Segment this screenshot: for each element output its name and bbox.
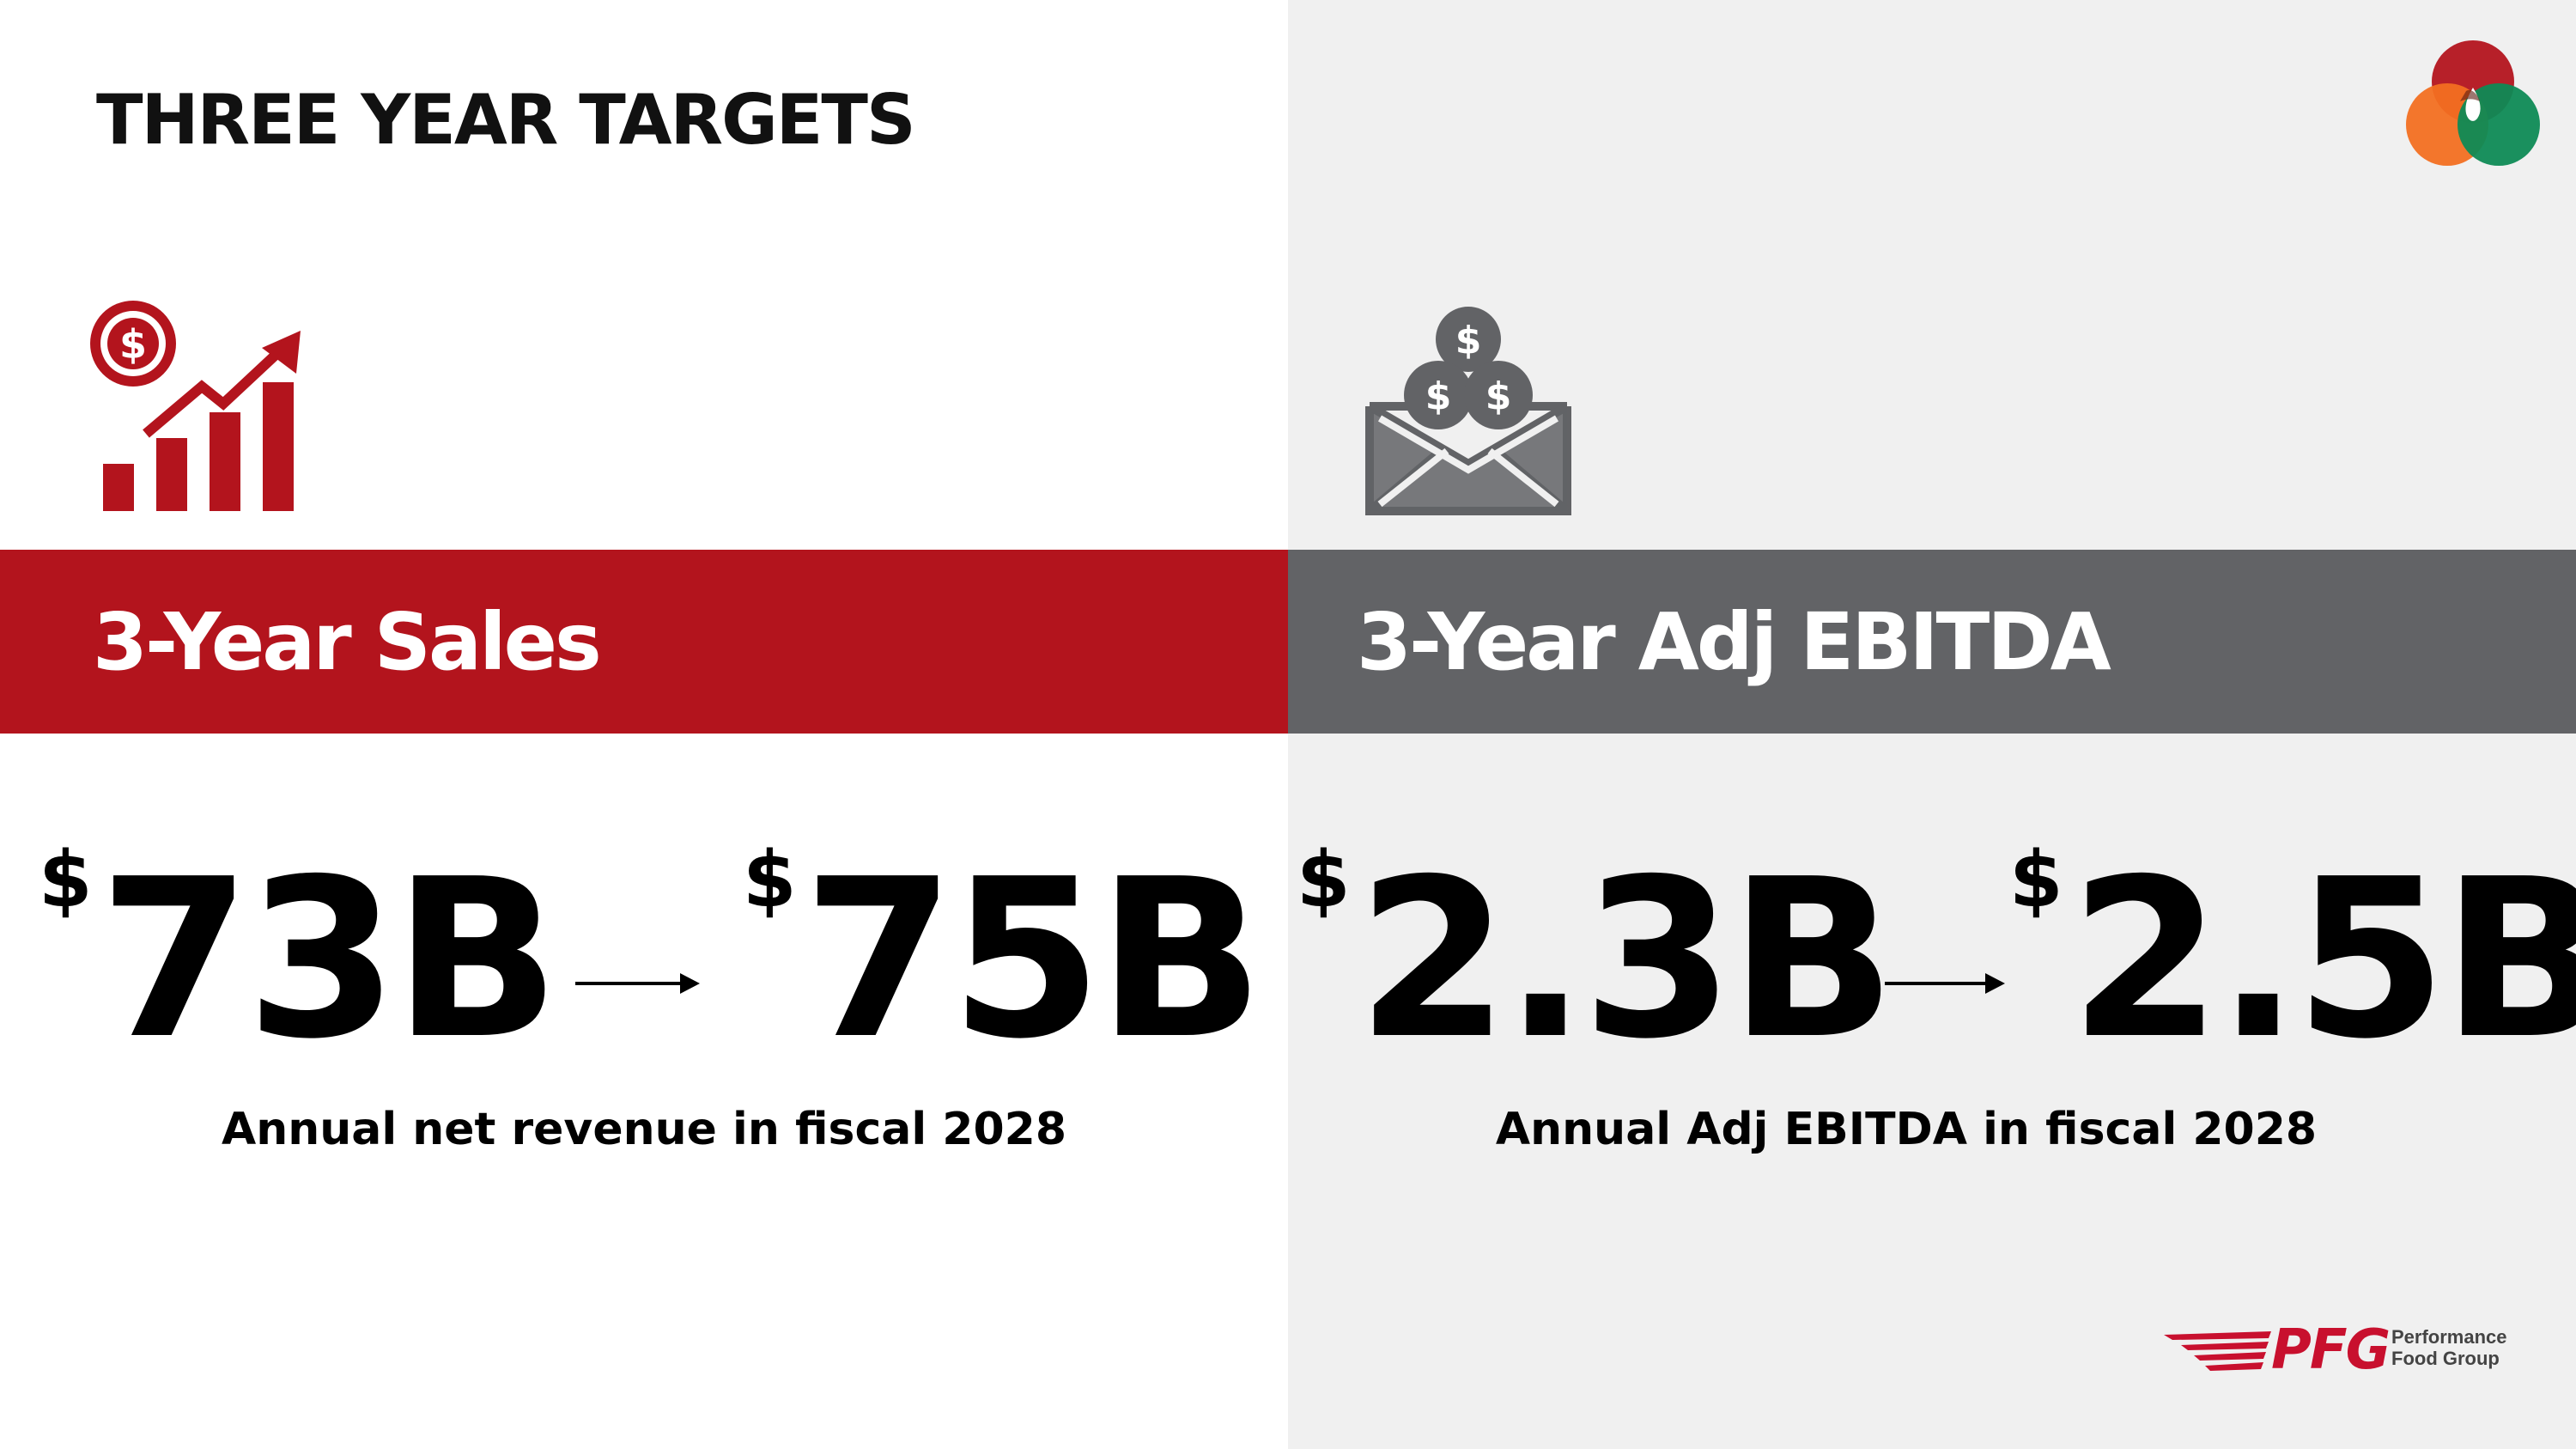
ebitda-band-label: 3-Year Adj EBITDA [1357,595,2111,688]
sales-caption: Annual net revenue in fiscal 2028 [221,1104,1067,1155]
svg-text:$: $ [1425,374,1452,418]
revenue-growth-chart-icon: $ [86,296,301,511]
value-number: 2.3B [1357,832,1896,1087]
ebitda-band: 3-Year Adj EBITDA [1288,550,2576,734]
tricolor-circles-logo [2406,40,2540,166]
currency-symbol: $ [743,835,797,925]
currency-symbol: $ [1297,835,1351,925]
pfg-line-1: Performance [2391,1326,2507,1348]
pfg-line-2: Food Group [2391,1348,2500,1370]
svg-text:$: $ [1455,319,1482,362]
sales-band: 3-Year Sales [0,550,1288,734]
value-number: 2.5B [2069,832,2576,1087]
pfg-wordmark: PFG [2271,1318,2391,1382]
ebitda-to-value: $ 2.5B [2009,835,2576,1074]
money-envelope-icon: $ $ $ [1365,307,1571,515]
arrow-right-icon [1885,973,2005,994]
pfg-company-name: Performance Food Group [2391,1326,2507,1370]
currency-symbol: $ [2009,835,2063,925]
ebitda-from-value: $ 2.3B [1297,835,1896,1074]
svg-text:$: $ [119,321,147,368]
pfg-brand-logo: PFG Performance Food Group [2164,1323,2507,1391]
sales-from-value: $ 73B [39,832,560,1087]
sales-to-value: $ 75B [743,832,1264,1087]
speed-lines-icon [2164,1331,2271,1371]
value-number: 73B [99,832,560,1087]
ebitda-caption: Annual Adj EBITDA in fiscal 2028 [1495,1104,2318,1155]
page-title: THREE YEAR TARGETS [96,80,916,160]
sales-band-label: 3-Year Sales [93,595,602,688]
currency-symbol: $ [39,835,93,925]
arrow-right-icon [575,973,700,994]
svg-text:$: $ [1485,374,1512,418]
value-number: 75B [803,832,1264,1087]
